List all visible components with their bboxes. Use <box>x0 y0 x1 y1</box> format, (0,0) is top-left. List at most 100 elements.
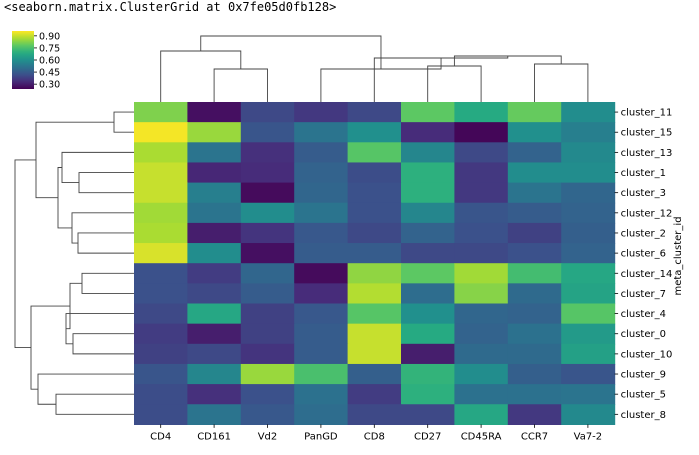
heatmap-cell-cluster_9-CD27 <box>401 363 455 385</box>
heatmap-cell-cluster_0-CD8 <box>347 323 402 345</box>
heatmap-cell-cluster_11-Vd2 <box>240 102 295 123</box>
heatmap-cell-cluster_2-CD161 <box>187 222 242 244</box>
heatmap-cell-cluster_14-CCR7 <box>507 263 562 284</box>
heatmap-cell-cluster_4-CD4 <box>134 303 188 325</box>
row-dendrogram-link <box>71 212 134 244</box>
heatmap-cell-cluster_9-CD8 <box>347 363 402 385</box>
heatmap-cell-cluster_5-PanGD <box>294 384 349 405</box>
heatmap-cell-cluster_3-CD27 <box>401 182 455 204</box>
colorbar-gradient <box>12 31 34 89</box>
column-dendrogram <box>160 35 589 102</box>
colorbar-tick-label: 0.45 <box>39 68 60 79</box>
heatmap-cell-cluster_5-CD161 <box>187 384 242 405</box>
heatmap-cell-cluster_10-PanGD <box>294 343 349 365</box>
heatmap-cell-cluster_0-PanGD <box>294 323 349 345</box>
heatmap-cell-cluster_4-CD45RA <box>454 303 509 325</box>
heatmap-cell-cluster_8-CD27 <box>401 404 455 425</box>
heatmap-cell-cluster_14-PanGD <box>294 263 349 284</box>
heatmap-cell-cluster_12-CCR7 <box>507 202 562 224</box>
heatmap-cell-cluster_8-CD8 <box>347 404 402 425</box>
heatmap-cell-cluster_9-Va7-2 <box>561 363 616 385</box>
heatmap-cell-cluster_3-Va7-2 <box>561 182 616 204</box>
heatmap-cell-cluster_14-CD27 <box>401 263 455 284</box>
row-dendrogram-link <box>55 393 134 415</box>
row-dendrogram-link <box>65 313 134 345</box>
heatmap-cell-cluster_10-CD4 <box>134 343 188 365</box>
heatmap-cell-cluster_6-Va7-2 <box>561 243 616 264</box>
heatmap-cell-cluster_5-CD27 <box>401 384 455 405</box>
row-tick-label: cluster_10 <box>621 349 673 360</box>
heatmap-cell-cluster_7-CD161 <box>187 283 242 305</box>
heatmap-cell-cluster_11-CD27 <box>401 102 455 123</box>
heatmap-cell-cluster_7-CD45RA <box>454 283 509 305</box>
heatmap-cell-cluster_9-CCR7 <box>507 363 562 385</box>
row-dendrogram <box>14 111 134 415</box>
row-tick-label: cluster_6 <box>621 249 666 260</box>
colorbar-tick-label: 0.30 <box>39 80 60 91</box>
row-tick-label: cluster_8 <box>621 410 666 421</box>
heatmap-cell-cluster_8-CD4 <box>134 404 188 425</box>
row-dendrogram-link <box>81 272 134 294</box>
heatmap-cell-cluster_7-Vd2 <box>240 283 295 305</box>
heatmap-cell-cluster_6-CD45RA <box>454 243 509 264</box>
row-tick-label: cluster_1 <box>621 168 666 179</box>
heatmap-cell-cluster_11-PanGD <box>294 102 349 123</box>
heatmap-cell-cluster_0-Vd2 <box>240 323 295 345</box>
heatmap-cell-cluster_2-CD45RA <box>454 222 509 244</box>
column-tick-label: CD8 <box>364 431 385 442</box>
heatmap-cell-cluster_14-Va7-2 <box>561 263 616 284</box>
heatmap-cell-cluster_1-Va7-2 <box>561 162 616 184</box>
row-dendrogram-link <box>113 111 134 133</box>
heatmap-cell-cluster_12-Va7-2 <box>561 202 616 224</box>
heatmap-cell-cluster_6-CD27 <box>401 243 455 264</box>
row-dendrogram-link <box>37 373 134 405</box>
heatmap-cell-cluster_6-PanGD <box>294 243 349 264</box>
row-dendrogram-link <box>72 333 134 355</box>
heatmap-cell-cluster_10-CD45RA <box>454 343 509 365</box>
row-dendrogram-link <box>30 305 70 390</box>
heatmap-cell-cluster_5-CD8 <box>347 384 402 405</box>
heatmap-cell-cluster_8-CD161 <box>187 404 242 425</box>
row-tick-label: cluster_14 <box>621 269 673 280</box>
heatmap-cell-cluster_0-CD161 <box>187 323 242 345</box>
heatmap-cell-cluster_5-CD4 <box>134 384 188 405</box>
row-tick-label: cluster_12 <box>621 208 673 219</box>
heatmap-cell-cluster_6-CD161 <box>187 243 242 264</box>
heatmap-cell-cluster_13-CD4 <box>134 142 188 164</box>
heatmap-cell-cluster_0-CCR7 <box>507 323 562 345</box>
heatmap-cell-cluster_2-CD8 <box>347 222 402 244</box>
colorbar-tick-label: 0.60 <box>39 56 60 67</box>
heatmap-cell-cluster_2-CCR7 <box>507 222 562 244</box>
heatmap-cell-cluster_6-CCR7 <box>507 243 562 264</box>
heatmap-cell-cluster_13-CD45RA <box>454 142 509 164</box>
heatmap-cell-cluster_5-Vd2 <box>240 384 295 405</box>
column-dendrogram-link <box>200 35 382 69</box>
heatmap-cell-cluster_8-CD45RA <box>454 404 509 425</box>
heatmap-cell-cluster_3-CD8 <box>347 182 402 204</box>
heatmap-cell-cluster_1-CD4 <box>134 162 188 184</box>
row-tick-label: cluster_4 <box>621 309 666 320</box>
heatmap-cell-cluster_8-Vd2 <box>240 404 295 425</box>
heatmap-cell-cluster_1-CD8 <box>347 162 402 184</box>
heatmap-cell-cluster_12-CD4 <box>134 202 188 224</box>
heatmap-cell-cluster_11-CD45RA <box>454 102 509 123</box>
heatmap-cell-cluster_4-Va7-2 <box>561 303 616 325</box>
row-tick-label: cluster_0 <box>621 329 666 340</box>
heatmap-cell-cluster_12-CD8 <box>347 202 402 224</box>
colorbar-tick-label: 0.90 <box>39 31 60 42</box>
column-tick-label: CD4 <box>150 431 171 442</box>
column-tick-label: Vd2 <box>258 431 278 442</box>
heatmap-cell-cluster_10-CD27 <box>401 343 455 365</box>
row-tick-label: cluster_15 <box>621 128 673 139</box>
heatmap-cell-cluster_9-CD45RA <box>454 363 509 385</box>
heatmap-cell-cluster_11-CD8 <box>347 102 402 123</box>
heatmap-cell-cluster_13-PanGD <box>294 142 349 164</box>
heatmap-cell-cluster_11-CD161 <box>187 102 242 123</box>
colorbar: 0.900.75 0.600.450.30 <box>12 31 60 91</box>
column-tick-label: CD27 <box>414 431 441 442</box>
row-dendrogram-link <box>61 151 134 184</box>
heatmap-cell-cluster_4-Vd2 <box>240 303 295 325</box>
heatmap-cell-cluster_15-CD8 <box>347 122 402 143</box>
row-tick-label: cluster_11 <box>621 108 673 119</box>
heatmap-cell-cluster_4-CD27 <box>401 303 455 325</box>
